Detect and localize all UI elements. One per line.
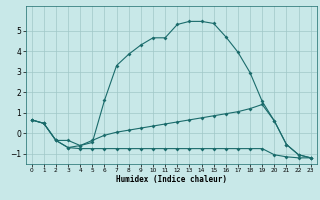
X-axis label: Humidex (Indice chaleur): Humidex (Indice chaleur) (116, 175, 227, 184)
